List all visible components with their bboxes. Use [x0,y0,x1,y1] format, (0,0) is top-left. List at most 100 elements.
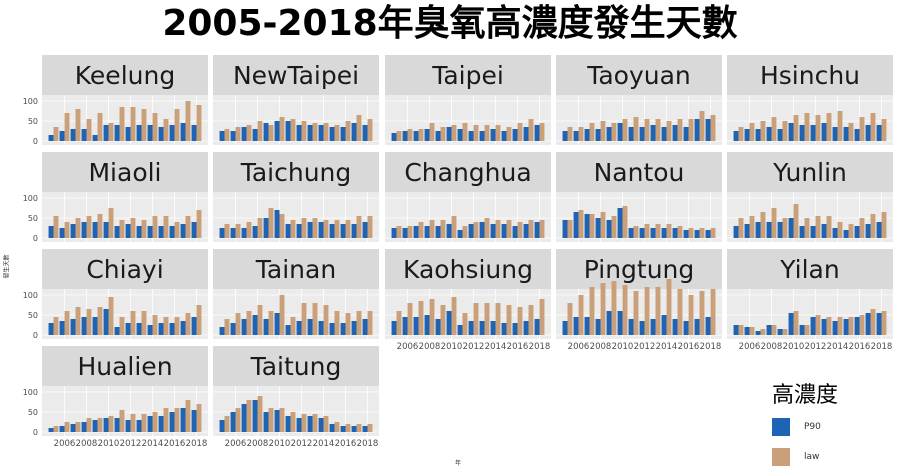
bar-law-taipei-2015 [506,127,512,141]
plot-bg-taichung [213,192,379,242]
bar-p90-taitung-2017 [351,426,357,432]
bar-law-taitung-2015 [334,422,340,432]
bar-law-yunlin-2018 [881,212,887,238]
legend-label-law: law [804,452,820,462]
bar-law-taoyuan-2008 [600,121,606,141]
bar-law-nantou-2012 [644,224,650,238]
bar-law-yilan-2014 [837,317,843,335]
bar-p90-tainan-2014 [318,321,324,335]
bar-p90-keelung-2013 [136,125,142,141]
bar-p90-hualien-2017 [180,408,186,432]
bar-p90-kaohsiung-2014 [490,321,496,335]
bar-p90-taipei-2017 [523,127,529,141]
bar-p90-taichung-2006 [230,228,236,238]
bar-law-yilan-2009 [782,329,788,335]
x-tick-label: 2010 [98,439,120,449]
bar-p90-newtaipei-2010 [274,121,280,141]
bar-p90-yunlin-2013 [821,224,827,238]
bar-p90-miaoli-2008 [81,222,87,238]
bar-p90-tainan-2006 [230,323,236,335]
bar-law-taoyuan-2005 [567,127,573,141]
bar-p90-keelung-2016 [169,125,175,141]
bar-p90-nantou-2011 [628,228,634,238]
x-tick-label: 2014 [827,342,849,352]
bar-p90-changhua-2018 [534,222,540,238]
bar-law-changhua-2014 [495,220,501,238]
strip-nantou [556,152,722,192]
bar-p90-taitung-2011 [285,416,291,432]
panel-title-taoyuan: Taoyuan [586,61,691,90]
bar-law-newtaipei-2017 [356,115,362,141]
bar-p90-pingtung-2016 [683,321,689,335]
bar-law-keelung-2017 [185,101,191,141]
bar-p90-taitung-2012 [296,418,302,432]
bar-p90-yunlin-2011 [799,226,805,238]
bar-law-kaohsiung-2007 [418,301,424,335]
bar-law-yilan-2006 [749,327,755,335]
x-tick-label: 2016 [849,342,871,352]
bar-law-hsinchu-2014 [837,111,843,141]
bar-law-taichung-2007 [246,222,252,238]
plot-bg-hsinchu [727,95,893,145]
bar-law-chiayi-2008 [86,309,92,335]
bar-p90-tainan-2018 [362,319,368,335]
panel-title-keelung: Keelung [75,61,175,90]
bar-law-tainan-2006 [235,313,241,335]
bar-p90-taichung-2015 [329,224,335,238]
bar-p90-nantou-2009 [606,220,612,238]
bar-law-changhua-2011 [462,226,468,238]
bar-p90-taoyuan-2017 [694,119,700,141]
panel-title-nantou: Nantou [594,158,685,187]
bar-law-kaohsiung-2016 [517,307,523,335]
bar-p90-taoyuan-2011 [628,127,634,141]
bar-p90-hualien-2011 [114,418,120,432]
bar-p90-taipei-2006 [402,131,408,141]
bar-p90-yunlin-2007 [755,222,761,238]
x-tick-label: 2008 [761,342,783,352]
x-tick-label: 2008 [76,439,98,449]
bar-law-taipei-2006 [407,129,413,141]
plot-bg-taoyuan [556,95,722,145]
bar-p90-miaoli-2017 [180,224,186,238]
bar-law-hualien-2015 [163,408,169,432]
bar-law-pingtung-2011 [633,291,639,335]
bar-law-taitung-2006 [235,408,241,432]
panel-title-yunlin: Yunlin [772,158,847,187]
panel-title-kaohsiung: Kaohsiung [403,255,533,284]
bar-p90-yilan-2018 [876,313,882,335]
bar-law-taipei-2016 [517,123,523,141]
bar-law-yilan-2017 [870,309,876,335]
bar-p90-newtaipei-2008 [252,129,258,141]
x-tick-label: 2018 [357,439,379,449]
strip-changhua [385,152,551,192]
bar-p90-yunlin-2016 [854,226,860,238]
bar-p90-taipei-2013 [479,131,485,141]
bar-law-chiayi-2014 [152,315,158,335]
bar-p90-newtaipei-2018 [362,125,368,141]
bar-p90-yunlin-2010 [788,218,794,238]
bar-law-chiayi-2015 [163,317,169,335]
bar-law-keelung-2010 [108,123,114,141]
legend-title: 高濃度 [772,383,839,408]
bar-p90-kaohsiung-2016 [512,323,518,335]
bar-law-chiayi-2018 [196,305,202,335]
bar-law-nantou-2013 [655,224,661,238]
x-tick-label: 2010 [783,342,805,352]
bar-p90-yunlin-2017 [865,224,871,238]
bar-p90-yilan-2010 [788,313,794,335]
bar-law-pingtung-2015 [677,289,683,335]
bar-law-taoyuan-2015 [677,119,683,141]
bar-law-taitung-2007 [246,400,252,432]
bar-p90-pingtung-2006 [573,317,579,335]
bar-p90-hualien-2014 [147,416,153,432]
bar-p90-kaohsiung-2012 [468,321,474,335]
bar-law-hualien-2009 [97,418,103,432]
bar-p90-taipei-2011 [457,129,463,141]
bar-law-taichung-2018 [367,216,373,238]
bar-p90-newtaipei-2015 [329,127,335,141]
bar-law-taitung-2011 [290,412,296,432]
bar-law-taitung-2012 [301,414,307,432]
bar-law-hsinchu-2011 [804,113,810,141]
bar-p90-yilan-2016 [854,317,860,335]
panel-title-changhua: Changhua [404,158,531,187]
